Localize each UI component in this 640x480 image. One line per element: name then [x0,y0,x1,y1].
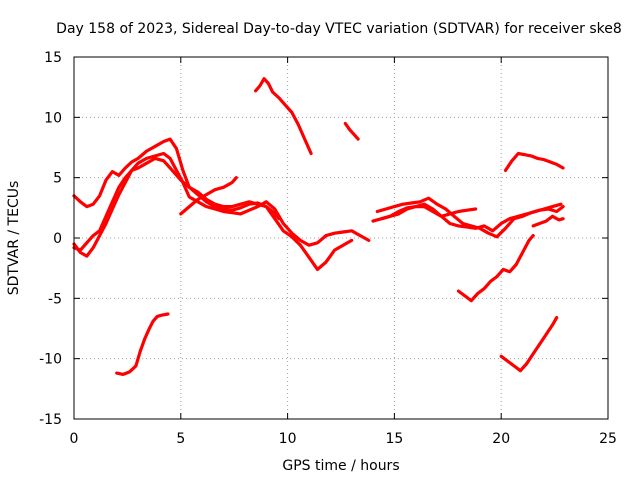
y-tick-label: -10 [39,352,62,368]
x-tick-label: 0 [70,431,79,447]
series-arc-7 [343,121,360,141]
chart-title: Day 158 of 2023, Sidereal Day-to-day VTE… [56,21,622,37]
y-tick-label: -15 [39,412,62,428]
series-arc-12 [456,234,535,303]
series-arc-6 [254,77,313,156]
series-arc-11 [531,214,565,228]
x-tick-label: 25 [599,431,617,447]
y-tick-label: 0 [53,231,62,247]
x-tick-label: 20 [492,431,510,447]
series-arc-10 [380,202,478,221]
series-arc-9 [375,196,565,239]
series-arc-4 [179,176,238,216]
y-tick-label: 15 [44,50,62,66]
series-arc-1 [72,137,281,221]
x-tick-label: 15 [385,431,403,447]
x-tick-label: 10 [279,431,297,447]
series-arc-14 [499,316,559,373]
grid-lines [74,57,608,419]
data-series [72,77,565,376]
y-tick-label: 5 [53,171,62,187]
axis-ticks: 0 5 10 15 20 25 -15 -10 -5 0 5 10 15 [39,50,617,447]
y-axis-label: SDTVAR / TECUs [6,181,22,296]
x-axis-label: GPS time / hours [282,458,399,474]
series-arc-13 [503,151,565,172]
series-arc-2 [72,151,371,258]
y-tick-label: -5 [48,291,62,307]
series-arc-5 [115,312,170,376]
x-tick-label: 5 [176,431,185,447]
y-tick-label: 10 [44,110,62,126]
